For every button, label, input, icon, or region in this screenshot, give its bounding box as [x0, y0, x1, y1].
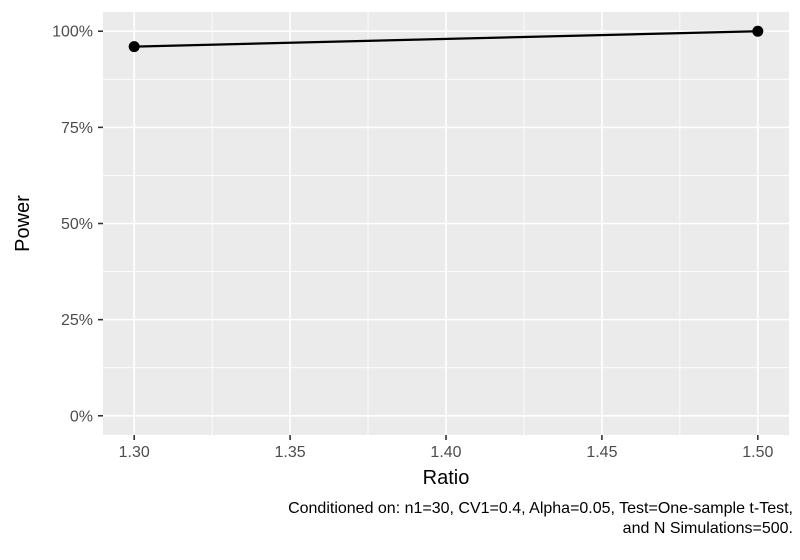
plot-svg: 1.30 1.35 1.40 1.45 1.50 0% 25% 50% 75% 100% Ratio… — [12, 12, 789, 489]
major-gridlines — [103, 12, 789, 435]
y-tick-label: 25% — [61, 312, 93, 329]
y-tick-label: 75% — [61, 120, 93, 137]
x-tick-label: 1.35 — [275, 444, 306, 461]
y-tick-label: 50% — [61, 216, 93, 233]
chart-caption: Conditioned on: n1=30, CV1=0.4, Alpha=0.… — [0, 499, 793, 539]
caption-line-2: and N Simulations=500. — [622, 520, 793, 537]
x-tick-label: 1.40 — [430, 444, 461, 461]
y-axis-title: Power — [12, 195, 34, 252]
x-tick-label: 1.30 — [119, 444, 150, 461]
y-tick-label: 0% — [70, 408, 93, 425]
y-tick-labels: 0% 25% 50% 75% 100% — [52, 24, 93, 426]
x-tick-labels: 1.30 1.35 1.40 1.45 1.50 — [119, 444, 774, 461]
x-axis-title: Ratio — [423, 467, 470, 489]
series-line — [134, 30, 758, 48]
x-tick-label: 1.50 — [742, 444, 773, 461]
data-point — [752, 25, 764, 37]
y-tick-label: 100% — [52, 24, 93, 41]
axis-tick-marks — [98, 30, 759, 440]
caption-line-1: Conditioned on: n1=30, CV1=0.4, Alpha=0.… — [288, 500, 793, 517]
x-tick-label: 1.45 — [586, 444, 617, 461]
data-point — [128, 41, 140, 53]
series-power — [128, 25, 764, 53]
